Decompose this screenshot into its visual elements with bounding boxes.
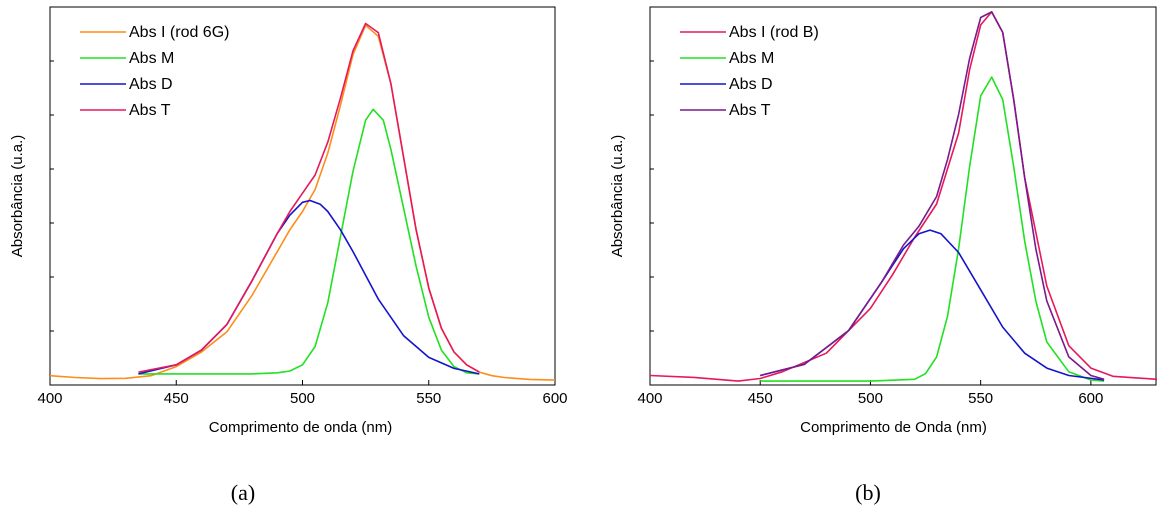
legend-label: Abs M	[129, 50, 174, 67]
series-line-4	[760, 11, 1105, 381]
legend-label: Abs T	[129, 102, 171, 119]
x-tick-label: 500	[290, 390, 315, 407]
legend-label: Abs D	[729, 76, 773, 93]
plot-frame	[649, 6, 1157, 386]
plot-frame	[49, 6, 556, 386]
x-tick-label: 500	[858, 390, 883, 407]
figure-caption: (b)	[855, 480, 881, 505]
x-tick-label: 600	[542, 390, 567, 407]
legend-label: Abs M	[729, 50, 774, 67]
x-tick-label: 550	[416, 390, 441, 407]
x-tick-label: 400	[637, 390, 662, 407]
x-tick-label: 450	[748, 390, 773, 407]
legend-label: Abs D	[129, 76, 173, 93]
x-axis-title: Comprimento de onda (nm)	[209, 419, 392, 436]
legend-label: Abs T	[729, 102, 771, 119]
x-tick-label: 600	[1078, 390, 1103, 407]
series-line-4	[138, 22, 480, 373]
y-axis-title: Absorbância (u.a.)	[9, 135, 26, 258]
y-axis-title: Absorbância (u.a.)	[609, 135, 626, 258]
x-tick-label: 400	[37, 390, 62, 407]
series-line-2	[138, 108, 480, 375]
x-tick-label: 450	[164, 390, 189, 407]
figure-caption: (a)	[231, 480, 255, 505]
series-line-3	[760, 229, 1105, 381]
x-tick-label: 550	[968, 390, 993, 407]
chart-b: 400 450 500 550 600 Abs I (rod B) Abs M Abs D Ab…	[609, 6, 1157, 505]
chart-a: 400 450 500 550 600 Abs I (rod 6G) Abs M Abs D A…	[9, 6, 568, 505]
legend-label: Abs I (rod B)	[729, 24, 819, 41]
series-line-2	[760, 76, 1105, 382]
legend-label: Abs I (rod 6G)	[129, 24, 229, 41]
series-line-1	[649, 11, 1157, 382]
x-axis-title: Comprimento de Onda (nm)	[800, 419, 987, 436]
